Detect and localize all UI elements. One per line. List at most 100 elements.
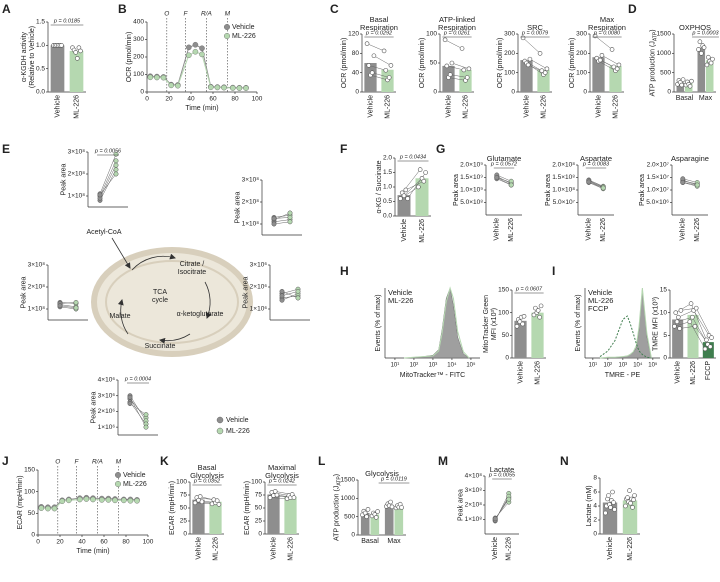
- crista: [105, 260, 239, 344]
- data-point: [442, 37, 448, 43]
- data-point: [373, 515, 379, 520]
- panel-letter: E: [2, 142, 10, 156]
- pair-line: [403, 178, 423, 196]
- x-tick-label: Vehicle: [401, 219, 408, 242]
- chart-title: ATP-linked: [439, 15, 475, 24]
- chart-title: Glycolysis: [265, 471, 299, 480]
- y-tick-label: 40: [352, 69, 360, 76]
- legend-label: Vehicle: [588, 288, 612, 297]
- bar: [209, 501, 222, 534]
- legend-label: FCCP: [588, 304, 608, 313]
- y-axis-label: OCR (pmol/min): [126, 32, 133, 83]
- y-tick-label: 2.0: [383, 155, 392, 162]
- y-tick-label: 100: [504, 69, 515, 76]
- data-point: [192, 500, 198, 506]
- bar: [687, 314, 699, 358]
- bar: [676, 82, 685, 92]
- p-value: p = 0.0185: [53, 18, 81, 24]
- x-tick-label: Max: [387, 538, 401, 545]
- data-point: [398, 196, 403, 201]
- legend-marker: [114, 472, 121, 479]
- data-point: [295, 288, 301, 294]
- y-tick-label: 1.0×10⁸: [552, 187, 575, 194]
- x-tick-label: ML-226: [694, 218, 701, 242]
- x-tick-label: ML-226: [287, 537, 294, 561]
- data-point: [688, 301, 694, 306]
- y-tick-label: 2×10⁸: [28, 284, 46, 291]
- y-tick-label: 3×10⁶: [98, 392, 116, 399]
- data-point: [520, 35, 526, 41]
- injection-label: M: [225, 11, 231, 18]
- y-axis-label: MitoTracker Green: [483, 295, 490, 353]
- y-axis-label: Peak area: [20, 276, 27, 308]
- y-axis-label: (Relative to Vehicle): [29, 26, 36, 88]
- series-point: [112, 497, 118, 504]
- bar: [384, 504, 394, 535]
- data-point: [494, 175, 500, 180]
- data-point: [421, 178, 427, 184]
- x-tick-label: ML-226: [384, 95, 391, 119]
- data-point: [521, 313, 527, 319]
- data-point: [127, 394, 133, 400]
- chart-title: Basal: [370, 15, 389, 24]
- data-point: [74, 56, 80, 61]
- y-axis-label: α-KG / Succinate: [376, 160, 383, 213]
- y-tick-label: 4: [593, 503, 597, 510]
- x-tick-label: Vehicle: [675, 361, 682, 384]
- data-point: [610, 489, 615, 495]
- x-tick-label: Vehicle: [586, 218, 593, 241]
- legend-label: ML-226: [588, 296, 613, 305]
- x-tick-label: 10⁵: [466, 362, 476, 369]
- pair-line: [129, 403, 147, 415]
- pair-line: [529, 58, 548, 70]
- data-point: [113, 158, 119, 164]
- y-tick-label: 500: [660, 69, 671, 76]
- x-axis-label: Time (min): [185, 105, 218, 112]
- data-point: [611, 64, 617, 70]
- data-point: [689, 78, 694, 84]
- y-axis-label: TMRE MFI (x10³): [653, 297, 660, 351]
- panel-letter: I: [552, 264, 555, 278]
- data-point: [702, 346, 708, 352]
- x-tick-label: 80: [122, 539, 130, 546]
- p-value: p = 0.0004: [124, 376, 151, 382]
- histogram-curve: [599, 315, 652, 359]
- chart-bar: A 0.0 0.5 1.0 1.5 α-KGDH activity (Relative to…: [2, 2, 86, 119]
- panel-letter: D: [628, 2, 637, 16]
- data-point: [603, 510, 608, 516]
- data-point: [701, 45, 707, 50]
- data-point: [672, 323, 677, 329]
- data-point: [600, 185, 606, 191]
- y-tick-label: 80: [352, 50, 360, 57]
- x-tick-label: 10⁴: [447, 362, 457, 369]
- data-point: [459, 46, 465, 51]
- y-tick-label: 100: [251, 479, 262, 486]
- p-value: p = 0.0119: [380, 476, 407, 482]
- y-tick-label: 0: [258, 531, 262, 538]
- bar: [360, 513, 370, 535]
- p-value: p = 0.0434: [399, 154, 426, 160]
- entry-arrow: [111, 237, 131, 269]
- y-tick-label: 2.0×10⁸: [552, 162, 575, 169]
- y-tick-label: 300: [576, 31, 587, 38]
- bar: [705, 60, 714, 92]
- data-point: [673, 310, 679, 315]
- data-point: [143, 412, 149, 418]
- x-tick-label: ML-226: [506, 537, 513, 561]
- y-tick-label: 1×10⁸: [28, 306, 46, 313]
- cycle-label: cycle: [152, 297, 168, 304]
- y-tick-label: 0: [140, 89, 144, 96]
- chart-bar: 0 50 100 150 MitoTracker Green MFI (x10³) Vehi…: [483, 286, 546, 385]
- x-tick-label: Vehicle: [270, 537, 277, 560]
- y-tick-label: 1×10⁶: [250, 306, 268, 313]
- y-tick-label: 4×10⁸: [465, 473, 483, 480]
- series-line: [150, 44, 246, 89]
- pair-line: [273, 221, 291, 225]
- legend-marker: [223, 24, 230, 31]
- y-axis-label-part: ATP production (J: [649, 41, 656, 96]
- data-point: [696, 47, 701, 52]
- data-point: [698, 51, 704, 56]
- pair-line: [448, 77, 466, 81]
